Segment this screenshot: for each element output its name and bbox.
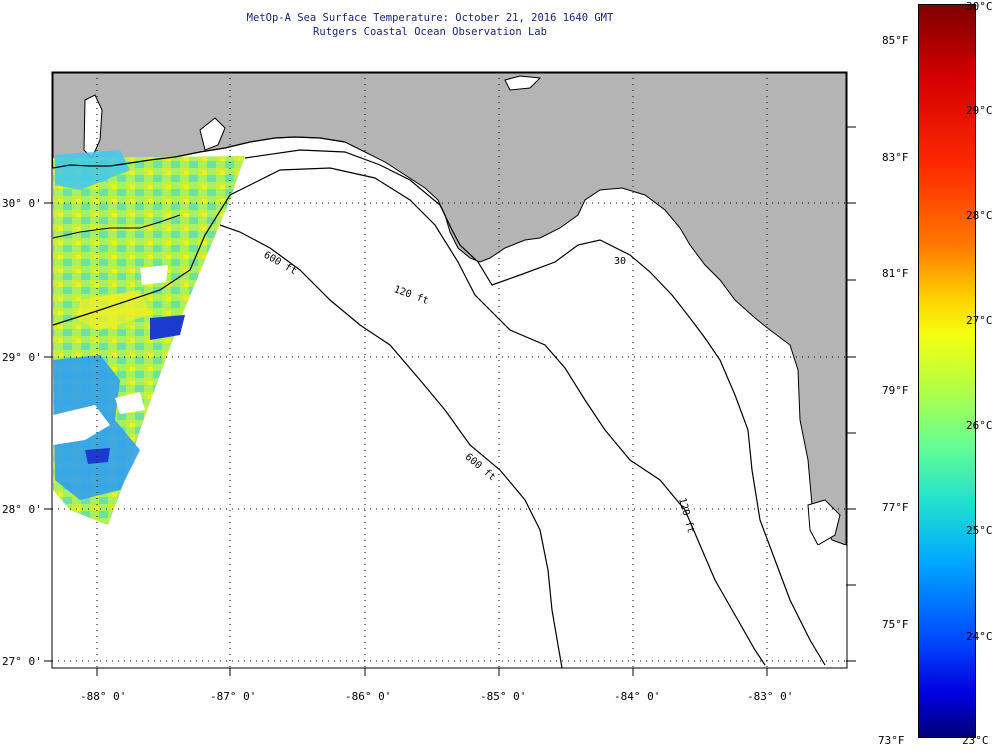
contour-30ft	[244, 149, 826, 666]
lat-label: 30° 0'	[2, 197, 42, 210]
temperature-colorbar	[918, 4, 976, 738]
bay	[83, 94, 103, 159]
cloud-gap	[115, 392, 145, 414]
colorbar-f-label: 85°F	[882, 34, 909, 47]
colorbar-c-label: 29°C	[966, 104, 993, 117]
colorbar-f-label: 79°F	[882, 384, 909, 397]
colorbar-c-label: 30°C	[966, 0, 993, 13]
lat-label: 29° 0'	[2, 351, 42, 364]
map-title: MetOp-A Sea Surface Temperature: October…	[246, 12, 614, 24]
bay	[504, 75, 542, 91]
cloud-gap	[140, 265, 168, 285]
colorbar-c-label: 27°C	[966, 314, 993, 327]
colorbar-f-label: 81°F	[882, 267, 909, 280]
lon-label: -85° 0'	[480, 690, 527, 703]
colorbar-f-label: 73°F	[878, 734, 905, 747]
warm-patch	[78, 290, 150, 330]
lon-label: -84° 0'	[614, 690, 661, 703]
colorbar-c-label: 28°C	[966, 209, 993, 222]
lat-label: 28° 0'	[2, 503, 42, 516]
cloud-gap	[53, 405, 110, 445]
lon-label: -83° 0'	[747, 690, 794, 703]
coastline	[52, 214, 181, 239]
lon-label: -87° 0'	[210, 690, 257, 703]
lat-label: 27° 0'	[2, 655, 42, 668]
cool-patch	[55, 150, 130, 190]
contour-600ft	[219, 224, 563, 669]
colorbar-f-label: 83°F	[882, 151, 909, 164]
coastline	[52, 136, 346, 169]
colorbar-c-label: 26°C	[966, 419, 993, 432]
cold-patch	[150, 315, 185, 340]
colorbar-c-label: 25°C	[966, 524, 993, 537]
graticule	[52, 72, 846, 668]
lon-label: -88° 0'	[80, 690, 127, 703]
bay	[199, 117, 226, 151]
axis-ticks	[44, 126, 856, 676]
colorbar-c-label: 23°C	[962, 734, 989, 747]
lon-label: -86° 0'	[345, 690, 392, 703]
colorbar-c-label: 24°C	[966, 630, 993, 643]
contour-label-30: 30	[614, 256, 627, 267]
colorbar-f-label: 77°F	[882, 501, 909, 514]
map-subtitle: Rutgers Coastal Ocean Observation Lab	[313, 26, 547, 38]
bay	[807, 499, 841, 546]
colorbar-f-label: 75°F	[882, 618, 909, 631]
contour-120ft	[52, 167, 766, 666]
